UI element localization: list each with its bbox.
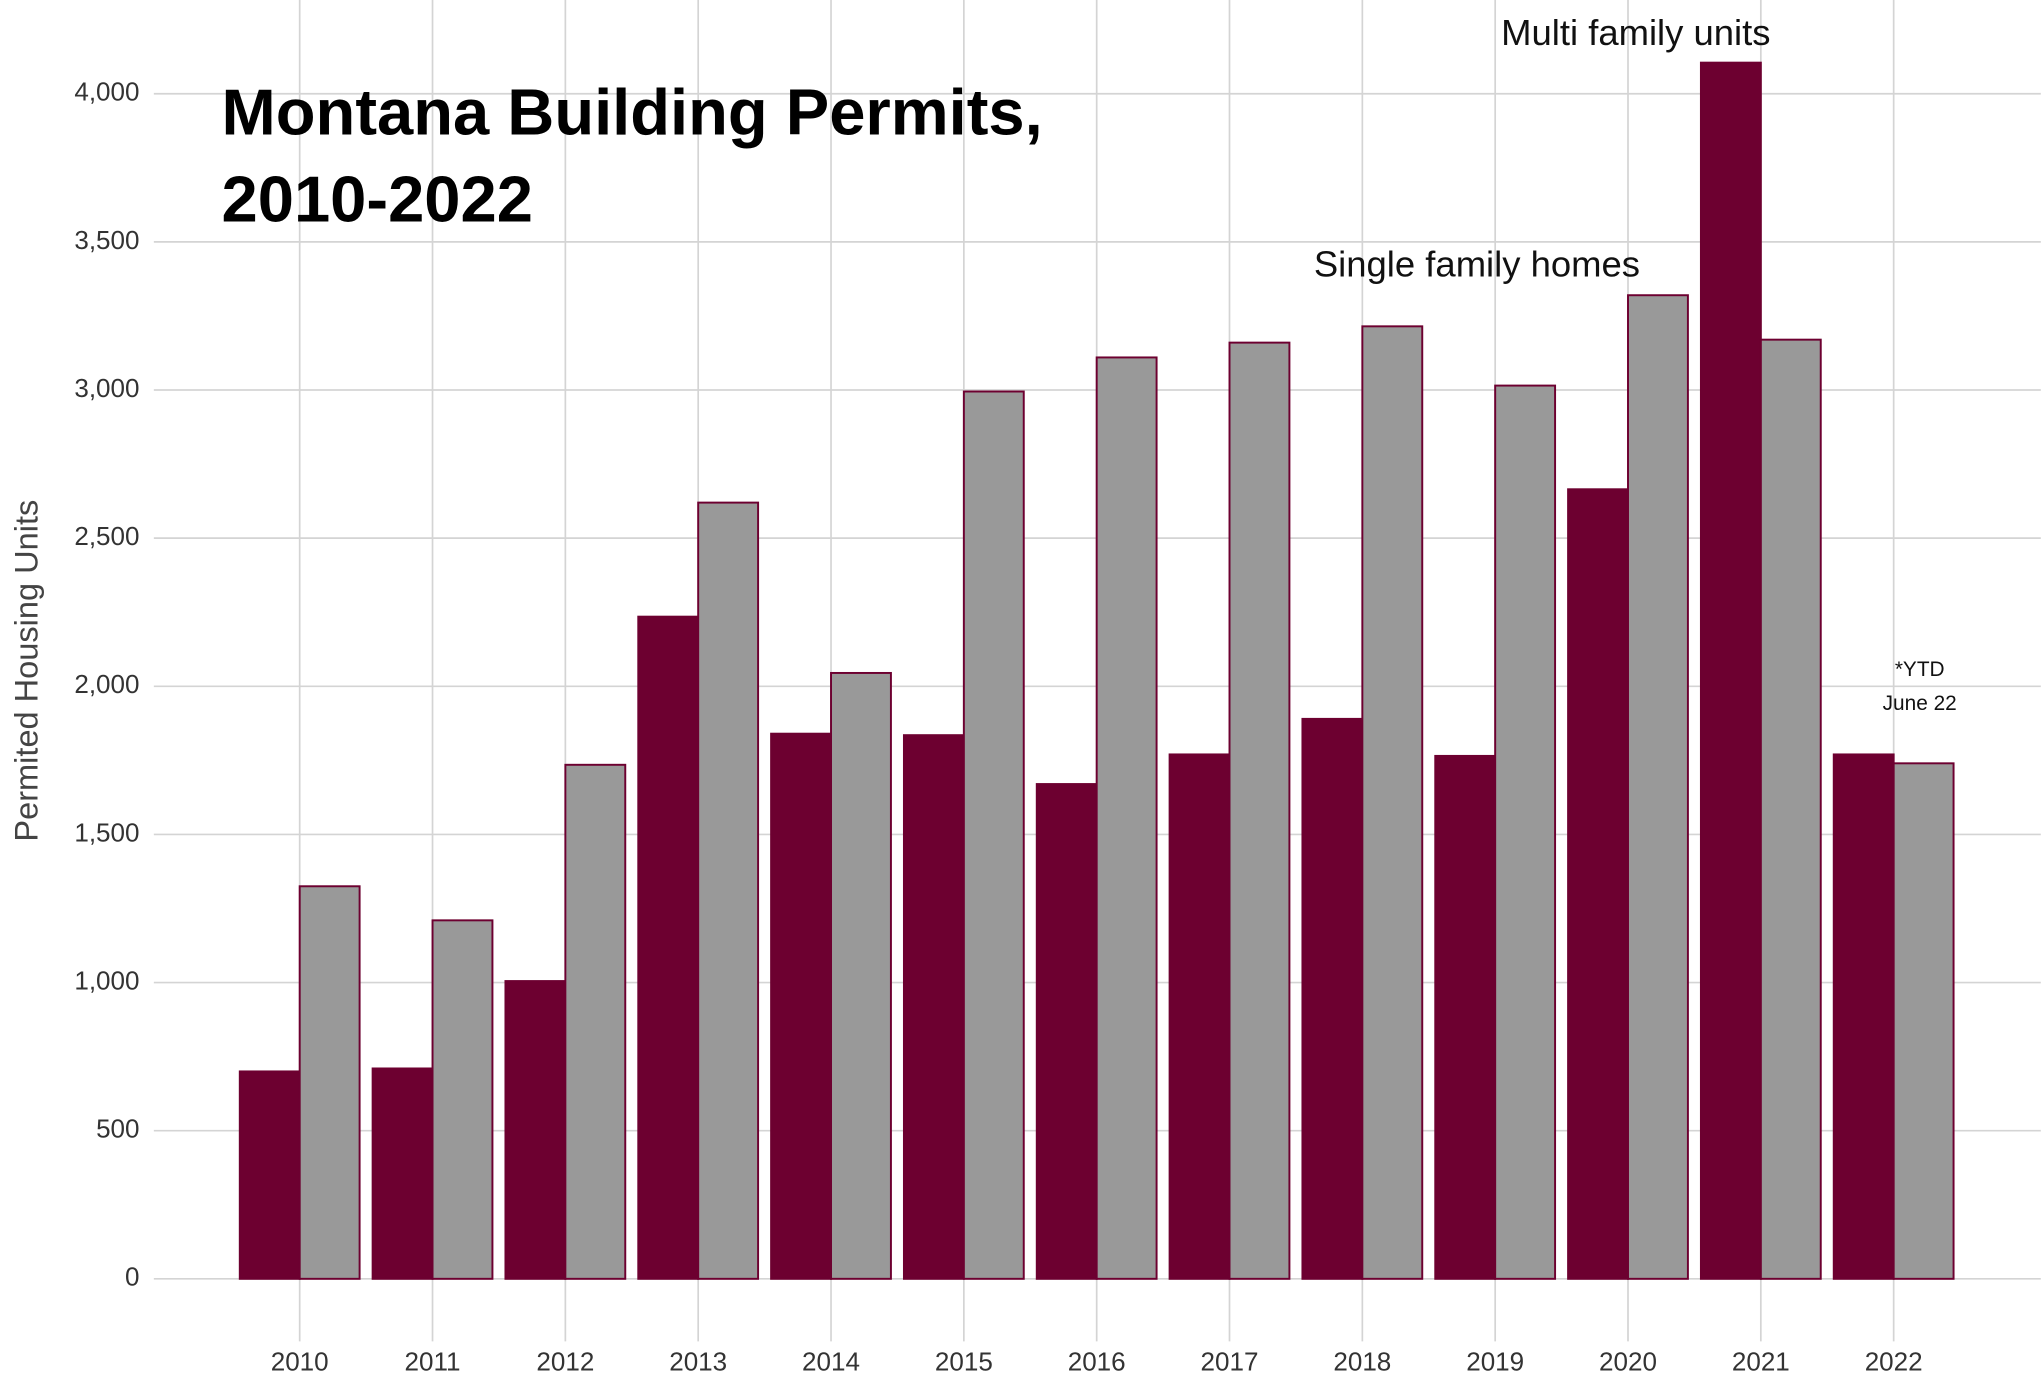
bar [697,501,760,1280]
y-tick-label: 2,500 [74,521,139,551]
bar [1567,488,1629,1280]
bar [830,671,892,1280]
bar [1228,341,1291,1280]
x-tick-label: 2012 [536,1346,594,1376]
x-tick-label: 2010 [271,1346,329,1376]
x-tick-label: 2013 [669,1346,727,1376]
y-axis-label: Permited Housing Units [8,500,44,842]
bar [1095,356,1158,1280]
bar [902,734,965,1280]
bar [1759,338,1822,1280]
bar [238,1070,301,1280]
bar [1168,753,1231,1280]
bar [1494,384,1557,1280]
x-tick-label: 2017 [1201,1346,1259,1376]
x-tick-label: 2018 [1333,1346,1391,1376]
bar [962,390,1025,1280]
bar [504,980,567,1280]
x-tick-label: 2019 [1466,1346,1524,1376]
y-tick-label: 1,500 [74,817,139,847]
y-tick-label: 0 [125,1262,139,1292]
y-tick-label: 3,500 [74,225,139,255]
y-tick-label: 3,000 [74,373,139,403]
bar [431,919,494,1280]
y-tick-label: 1,000 [74,965,139,995]
chart-title: 2010-2022 [222,163,533,236]
bar [1699,61,1762,1280]
bar [1434,754,1497,1280]
y-tick-label: 2,000 [74,669,139,699]
bar [1035,783,1098,1280]
annotation: June 22 [1883,692,1957,715]
x-tick-label: 2011 [405,1346,461,1376]
x-tick-label: 2014 [802,1346,860,1376]
bar [637,615,700,1280]
x-tick-label: 2020 [1599,1346,1657,1376]
chart-title: Montana Building Permits, [222,75,1043,148]
annotation: *YTD [1895,658,1945,681]
bar [770,732,832,1280]
bar [1832,753,1895,1280]
bar [298,885,361,1280]
x-tick-label: 2021 [1732,1346,1790,1376]
y-tick-label: 500 [96,1114,139,1144]
bar [1627,294,1689,1280]
series-label: Multi family units [1501,12,1770,53]
bar [1361,325,1424,1280]
y-tick-label: 4,000 [74,77,139,107]
bar [564,763,627,1280]
x-tick-label: 2016 [1068,1346,1126,1376]
bar [1892,762,1955,1280]
bar [1301,717,1364,1280]
x-tick-label: 2015 [935,1346,993,1376]
bar [371,1067,434,1280]
x-tick-label: 2022 [1865,1346,1923,1376]
series-label: Single family homes [1314,244,1640,285]
